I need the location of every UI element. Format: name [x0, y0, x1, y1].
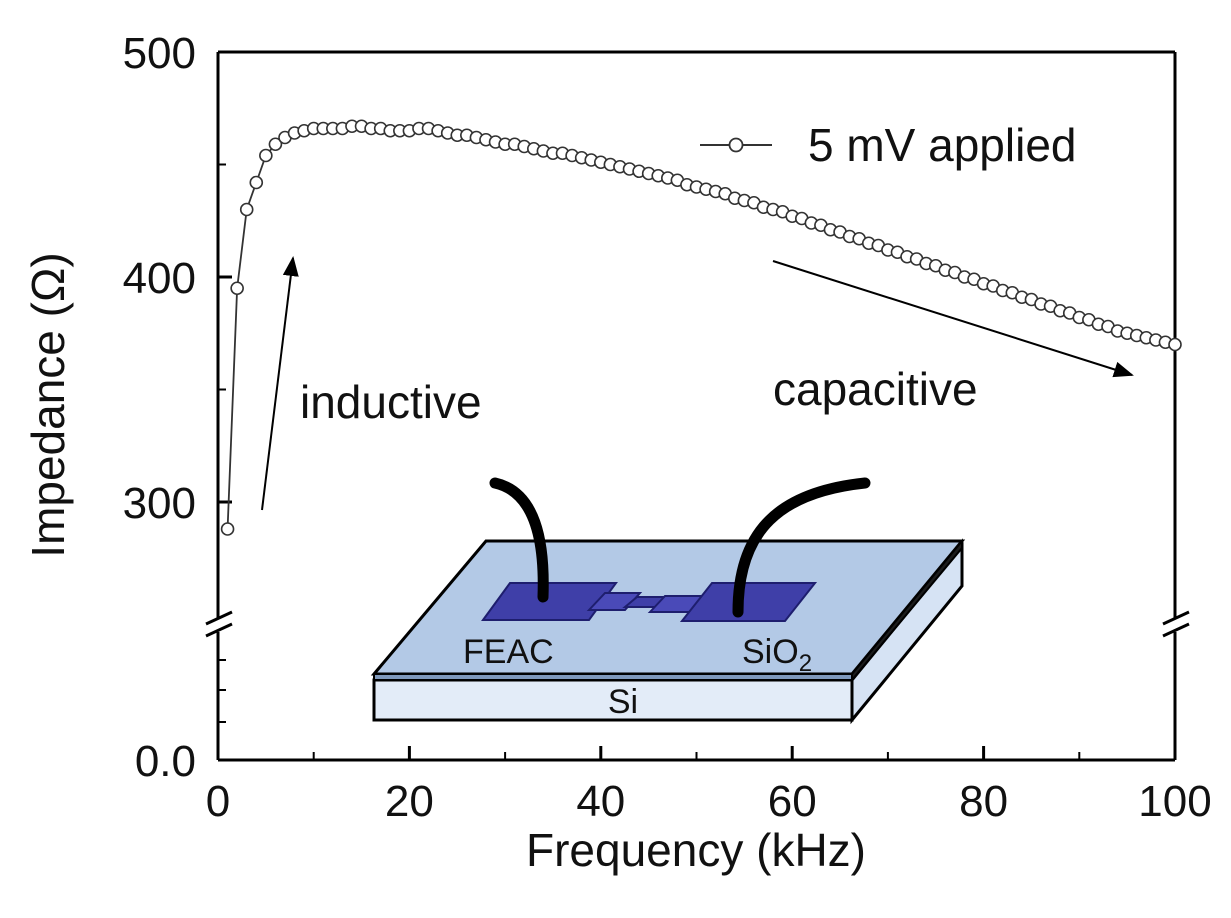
data-point [268, 137, 283, 152]
x-tick-label: 20 [385, 777, 434, 826]
right-wire [732, 477, 871, 618]
x-tick-label: 60 [768, 777, 817, 826]
y-tick-label: 500 [123, 29, 196, 78]
x-ticks: 0 20 40 60 80 100 [206, 746, 1212, 826]
axis-break-mark-left-2 [205, 622, 233, 638]
legend-marker [728, 137, 744, 153]
device-schematic-inset: FEAC SiO2 Si [370, 477, 966, 725]
sio2-side-edge [851, 538, 963, 683]
legend: 5 mV applied [700, 119, 1077, 171]
sio2-label-subscript: 2 [799, 650, 812, 677]
data-point [249, 175, 264, 190]
feac-label: FEAC [463, 633, 554, 671]
x-tick-label: 40 [576, 777, 625, 826]
si-label: Si [608, 683, 638, 721]
inductive-arrow [261, 256, 299, 511]
capacitive-arrow [772, 260, 1134, 378]
right-electrode [679, 582, 818, 622]
y-tick-label: 300 [123, 479, 196, 528]
y-tick-label: 0.0 [135, 737, 196, 786]
y-axis-title: Impedance (Ω) [22, 252, 74, 557]
sio2-label-main: SiO [742, 633, 799, 671]
data-point [259, 148, 273, 163]
x-tick-label: 80 [959, 777, 1008, 826]
legend-label: 5 mV applied [808, 119, 1077, 171]
x-axis-title: Frequency (kHz) [526, 824, 866, 876]
axis-break-mark-right-2 [1162, 622, 1190, 638]
data-point [239, 202, 254, 217]
data-series [220, 119, 1182, 536]
data-point [230, 281, 244, 296]
data-point [1168, 337, 1182, 352]
y-ticks: 0.0 300 400 500 [123, 29, 232, 786]
y-tick-label: 400 [123, 254, 196, 303]
capacitive-annotation: capacitive [773, 363, 978, 415]
axis-break-mark-left-1 [205, 610, 233, 626]
data-point [220, 522, 235, 536]
inductive-annotation: inductive [300, 376, 482, 428]
left-electrode [481, 582, 618, 621]
x-tick-label: 100 [1138, 777, 1211, 826]
sio2-front-edge [373, 673, 853, 681]
left-wire [489, 477, 549, 603]
axis-break-mark-right-1 [1162, 610, 1190, 626]
sio2-label: SiO2 [742, 633, 812, 677]
x-tick-label: 0 [206, 777, 230, 826]
